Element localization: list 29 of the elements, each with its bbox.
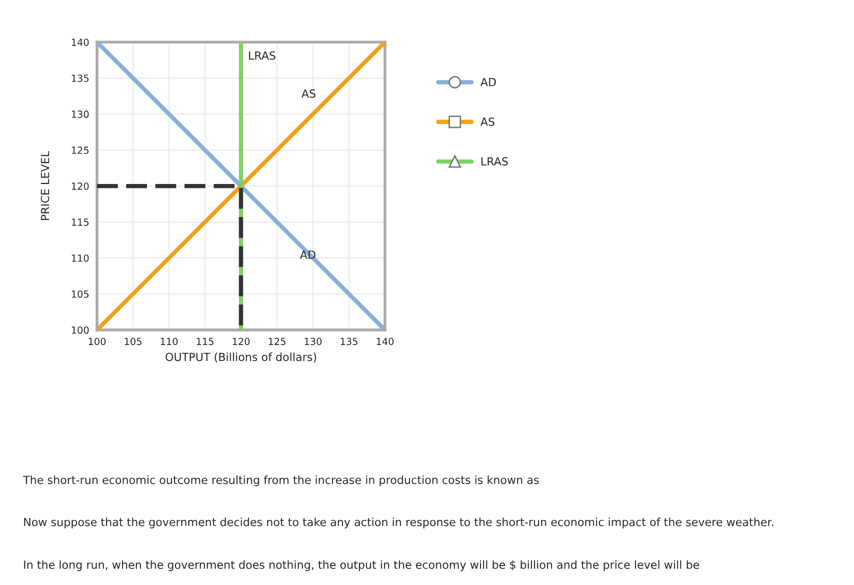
text: In the long run, when the government does nothing, the output in the economy will be $ billion and the price level will be — [24, 560, 700, 572]
x-tick-label: 100 — [88, 338, 106, 346]
y-tick-label: 120 — [72, 182, 89, 190]
x-axis-title: OUTPUT (Billions of dollars) — [166, 352, 316, 362]
legend-label: AD — [480, 78, 496, 86]
text: AS — [302, 89, 316, 98]
y-tick-label: 135 — [72, 74, 89, 82]
text: LRAS — [249, 51, 276, 60]
y-tick-label: 110 — [72, 254, 89, 262]
x-tick-label: 135 — [340, 338, 358, 346]
text: AD — [300, 250, 316, 259]
y-tick-label: 100 — [72, 326, 89, 334]
y-tick-label: 105 — [72, 290, 89, 298]
text: The short-run economic outcome resulting from the increase in production costs is known as — [23, 475, 539, 486]
y-tick-label: 115 — [72, 218, 89, 226]
x-tick-label: 120 — [232, 338, 250, 346]
x-tick-label: 125 — [268, 338, 286, 346]
x-tick-label: 110 — [160, 338, 178, 346]
y-tick-label: 140 — [72, 38, 89, 46]
y-axis-title: PRICE LEVEL — [40, 151, 50, 220]
text: Now suppose that the government decides not to take any action in response to the short-run economic impact of the severe weather. — [24, 518, 774, 528]
y-tick-label: 125 — [72, 146, 89, 154]
x-tick-label: 130 — [304, 338, 322, 346]
y-tick-label: 130 — [72, 110, 89, 118]
x-tick-label: 140 — [376, 338, 394, 346]
x-tick-label: 105 — [124, 338, 142, 346]
legend-label: LRAS — [481, 157, 508, 166]
legend-label: AS — [480, 118, 494, 126]
x-tick-label: 115 — [196, 338, 214, 346]
